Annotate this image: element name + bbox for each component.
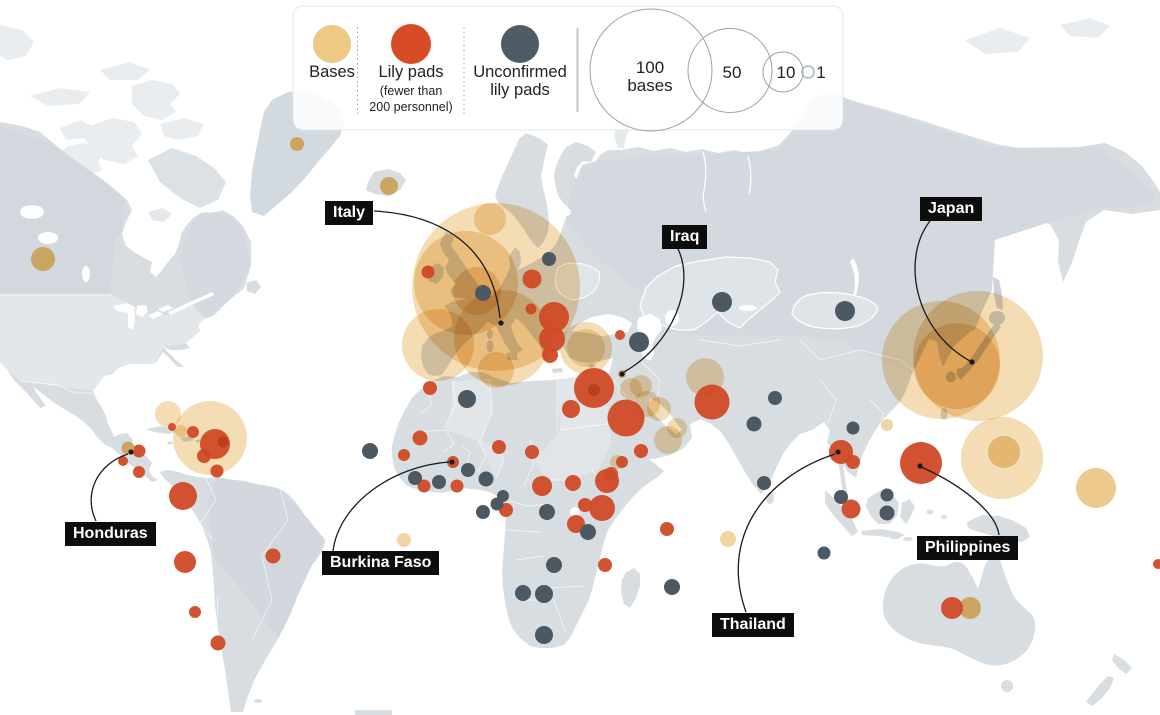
- svg-text:100: 100: [636, 58, 664, 77]
- svg-text:1: 1: [816, 63, 825, 82]
- svg-text:lily pads: lily pads: [490, 81, 550, 99]
- svg-text:Lily pads: Lily pads: [378, 63, 443, 81]
- svg-text:200 personnel): 200 personnel): [369, 100, 452, 114]
- svg-text:50: 50: [723, 63, 742, 82]
- svg-text:bases: bases: [627, 76, 672, 95]
- svg-text:Bases: Bases: [309, 63, 355, 81]
- svg-text:Unconfirmed: Unconfirmed: [473, 63, 567, 81]
- svg-text:10: 10: [777, 63, 796, 82]
- svg-text:(fewer than: (fewer than: [380, 84, 443, 98]
